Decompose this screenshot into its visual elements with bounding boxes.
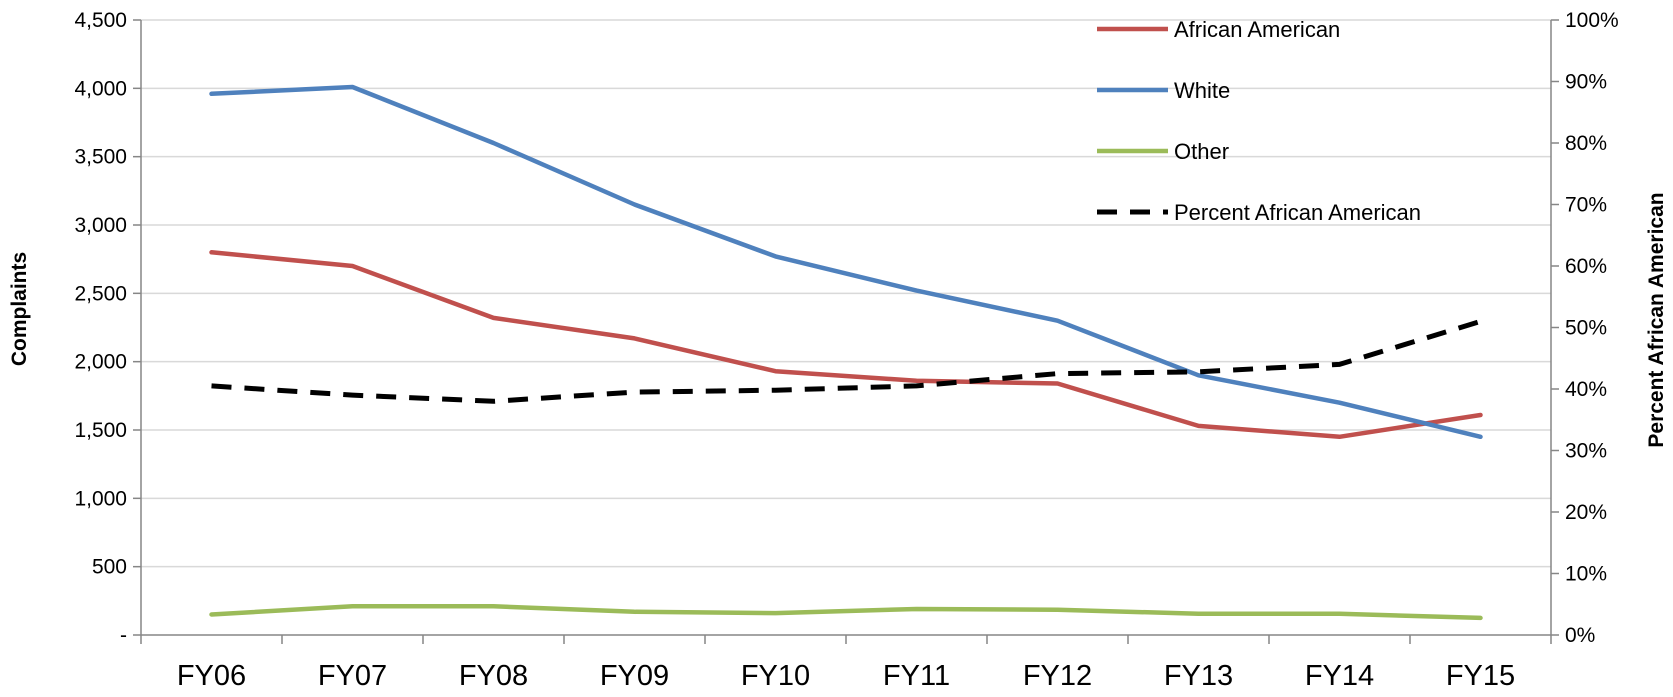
x-tick-label: FY12 — [1023, 660, 1092, 692]
legend-label: White — [1174, 78, 1230, 103]
y-tick-label: 4,500 — [74, 9, 127, 32]
y-tick-label: 2,500 — [74, 282, 127, 305]
x-tick-label: FY09 — [600, 660, 669, 692]
series-line-other — [209, 604, 1483, 621]
y-tick-label: 1,500 — [74, 419, 127, 442]
y2-tick-label: 60% — [1565, 255, 1607, 278]
y-tick-label: - — [120, 624, 127, 647]
y-tick-label: 3,500 — [74, 146, 127, 169]
y2-tick-label: 20% — [1565, 501, 1607, 524]
y2-tick-label: 40% — [1565, 378, 1607, 401]
legend-label: Percent African American — [1174, 200, 1421, 225]
y2-tick-label: 10% — [1565, 563, 1607, 586]
y-tick-label: 4,000 — [74, 77, 127, 100]
legend: African American White Other Percent Africa… — [1097, 17, 1421, 225]
y-axis-title: Complaints — [8, 252, 31, 366]
y2-tick-label: 70% — [1565, 194, 1607, 217]
y-tick-label: 1,000 — [74, 487, 127, 510]
x-tick-label: FY07 — [318, 660, 387, 692]
x-tick-label: FY08 — [459, 660, 528, 692]
axes: - 500 1,000 1,500 2,000 2,500 3,000 3,500 4,000 4… — [74, 9, 1618, 692]
y2-tick-label: 0% — [1565, 624, 1595, 647]
gridlines — [141, 19, 1551, 568]
x-tick-label: FY06 — [177, 660, 246, 692]
series-line-african-american — [209, 250, 1483, 440]
x-tick-label: FY13 — [1164, 660, 1233, 692]
x-tick-label: FY11 — [883, 660, 950, 692]
series-lines — [209, 84, 1483, 621]
y2-tick-label: 80% — [1565, 132, 1607, 155]
x-tick-label: FY10 — [741, 660, 810, 692]
x-tick-label: FY15 — [1446, 660, 1515, 692]
legend-label: African American — [1174, 17, 1340, 42]
y2-tick-label: 90% — [1565, 71, 1607, 94]
legend-label: Other — [1174, 139, 1229, 164]
series-line-percent-african-american — [211, 319, 1482, 404]
series-line-white — [209, 84, 1483, 440]
y-tick-label: 3,000 — [74, 214, 127, 237]
y-tick-label: 2,000 — [74, 351, 127, 374]
y2-tick-label: 50% — [1565, 317, 1607, 340]
y2-tick-label: 30% — [1565, 440, 1607, 463]
y-tick-label: 500 — [92, 556, 127, 579]
y2-tick-label: 100% — [1565, 9, 1619, 32]
y2-axis-title: Percent African American — [1645, 192, 1668, 447]
x-tick-label: FY14 — [1305, 660, 1374, 692]
